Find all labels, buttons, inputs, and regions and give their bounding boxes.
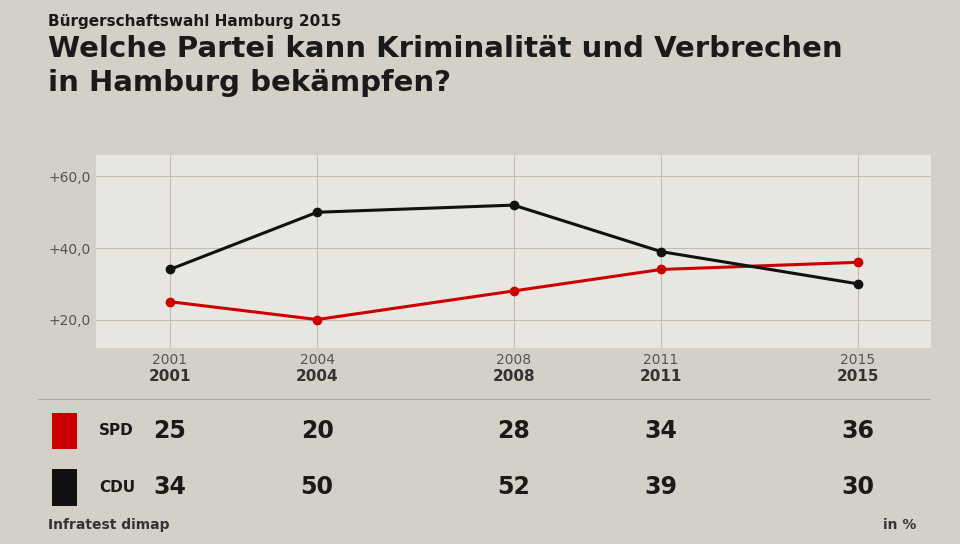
Text: 30: 30 bbox=[841, 475, 874, 499]
Bar bbox=[52, 413, 77, 449]
Text: 28: 28 bbox=[497, 419, 530, 443]
Text: 50: 50 bbox=[300, 475, 333, 499]
Text: 52: 52 bbox=[497, 475, 530, 499]
Text: 2008: 2008 bbox=[492, 369, 535, 384]
Text: 2001: 2001 bbox=[149, 369, 191, 384]
Text: 34: 34 bbox=[154, 475, 186, 499]
Text: Bürgerschaftswahl Hamburg 2015: Bürgerschaftswahl Hamburg 2015 bbox=[48, 14, 342, 29]
Bar bbox=[52, 469, 77, 506]
Text: Infratest dimap: Infratest dimap bbox=[48, 518, 170, 532]
Text: SPD: SPD bbox=[99, 423, 133, 438]
Text: 2011: 2011 bbox=[639, 369, 683, 384]
Text: 25: 25 bbox=[154, 419, 186, 443]
Text: in %: in % bbox=[883, 518, 917, 532]
Text: 2004: 2004 bbox=[296, 369, 338, 384]
Text: 36: 36 bbox=[841, 419, 874, 443]
Text: 20: 20 bbox=[300, 419, 333, 443]
Text: 34: 34 bbox=[644, 419, 678, 443]
Text: CDU: CDU bbox=[99, 480, 135, 495]
Text: Welche Partei kann Kriminalität und Verbrechen
in Hamburg bekämpfen?: Welche Partei kann Kriminalität und Verb… bbox=[48, 35, 843, 97]
Text: 2015: 2015 bbox=[836, 369, 878, 384]
Text: 39: 39 bbox=[644, 475, 678, 499]
